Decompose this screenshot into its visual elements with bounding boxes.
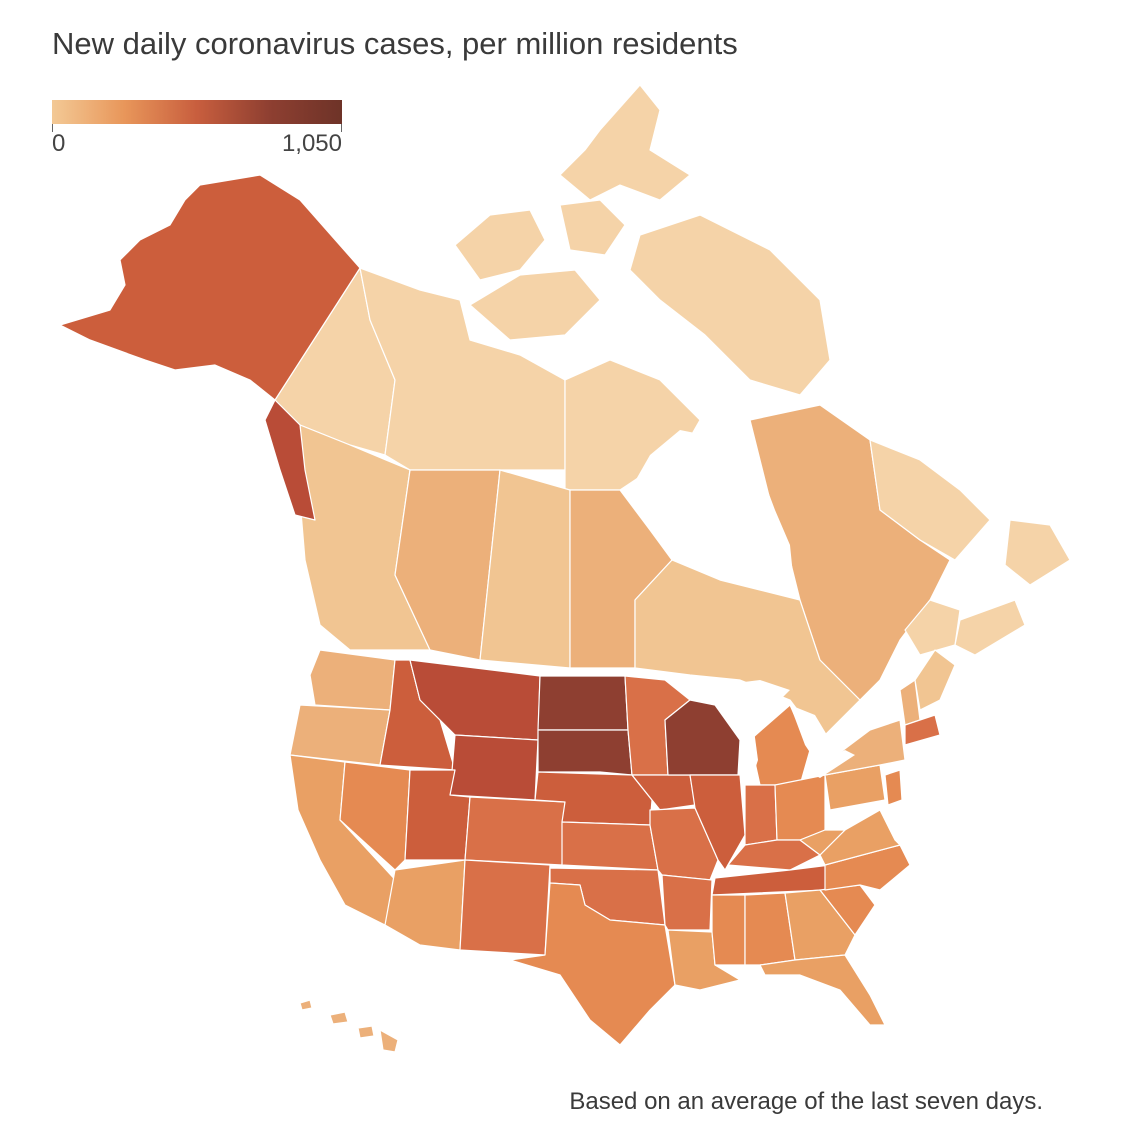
region-kansas [561,821,659,871]
lake-huron [790,705,830,760]
hawaii-island-2 [329,1011,349,1025]
region-alaska-panhandle [264,399,316,521]
legend-gradient-bar [52,100,342,124]
region-hawaii [299,999,399,1053]
region-arctic-island-victoria [469,269,601,341]
hawaii-island-4 [379,1029,399,1053]
region-wyoming [449,734,539,801]
map-title: New daily coronavirus cases, per million… [52,26,738,61]
region-colorado [464,796,566,866]
region-alberta [394,469,501,661]
region-ohio [774,774,826,841]
region-texas [509,882,676,1046]
region-arizona [384,859,466,951]
legend-max-label: 1,050 [281,130,342,157]
region-arkansas [661,874,713,931]
legend-min-label: 0 [52,130,66,157]
region-florida [759,954,886,1026]
region-wisconsin [664,699,741,776]
region-massachusetts-connecticut [904,714,941,746]
region-north-dakota [537,675,629,731]
color-legend: 0 1,050 [52,100,342,160]
region-nova-scotia [954,599,1026,656]
region-west-virginia [799,829,846,856]
region-nunavut-islands-north [559,84,691,201]
region-maine [914,649,956,711]
footnote: Based on an average of the last seven da… [569,1088,1043,1115]
lake-erie [805,750,855,778]
legend-ticks [52,124,342,132]
region-mississippi [711,894,746,966]
region-newfoundland [1004,519,1071,586]
region-oregon [289,704,391,766]
region-nevada [339,761,411,871]
region-georgia [784,889,856,961]
region-new-jersey [884,769,903,806]
region-new-brunswick [904,599,961,656]
region-new-mexico [459,859,551,956]
region-arctic-island-baffin [629,214,831,396]
hawaii-island-1 [299,999,313,1011]
hawaii-island-3 [357,1025,375,1039]
region-washington [309,649,396,711]
lake-superior [690,680,790,705]
region-labrador [869,439,991,561]
region-michigan [749,704,811,786]
region-south-dakota [537,729,633,776]
hudson-bay [630,430,795,595]
region-arctic-island-west [454,209,546,281]
region-arctic-island-central [559,199,626,256]
lake-michigan [740,715,758,785]
arctic-islands [454,84,831,396]
region-alaska [59,174,361,401]
legend-tick-min [52,124,53,132]
region-indiana [744,784,778,846]
region-british-columbia [299,424,431,651]
legend-tick-max [341,124,342,132]
region-illinois [689,774,746,871]
